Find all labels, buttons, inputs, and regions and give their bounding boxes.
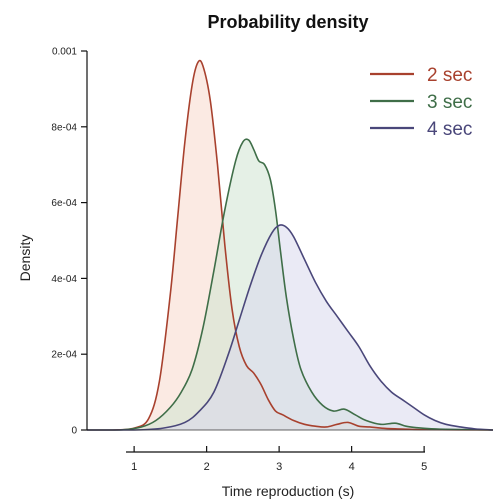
y-ticks: 0 2e-04 4e-04 6e-04 8e-04 0.001 bbox=[51, 47, 87, 437]
x-tick-label: 2 bbox=[204, 461, 210, 473]
chart-title: Probability density bbox=[207, 12, 368, 32]
y-tick-label: 8e-04 bbox=[51, 122, 77, 133]
x-tick-label: 3 bbox=[276, 461, 282, 473]
x-ticks: 1 2 3 4 5 bbox=[131, 446, 427, 473]
density-areas bbox=[87, 60, 493, 431]
x-tick-label: 4 bbox=[349, 461, 355, 473]
y-tick-label: 0.001 bbox=[52, 47, 77, 58]
series-line-4-sec bbox=[87, 224, 494, 431]
series-line-2-sec bbox=[87, 59, 494, 431]
y-tick-label: 6e-04 bbox=[51, 198, 77, 209]
series-line-3-sec bbox=[87, 138, 494, 431]
x-tick-label: 1 bbox=[131, 461, 137, 473]
x-axis-label: Time reproduction (s) bbox=[222, 483, 355, 499]
legend-label: 4 sec bbox=[427, 119, 472, 140]
legend-label: 3 sec bbox=[427, 92, 472, 113]
series-area-4-sec bbox=[87, 224, 493, 430]
y-tick-label: 2e-04 bbox=[51, 350, 77, 361]
y-axis-label: Density bbox=[17, 235, 33, 282]
x-tick-label: 5 bbox=[421, 461, 427, 473]
series-area-2-sec bbox=[87, 60, 493, 431]
density-lines bbox=[87, 59, 494, 431]
legend: 2 sec 3 sec 4 sec bbox=[370, 65, 472, 140]
y-tick-label: 4e-04 bbox=[51, 274, 77, 285]
y-tick-label: 0 bbox=[71, 426, 77, 437]
legend-label: 2 sec bbox=[427, 65, 472, 86]
